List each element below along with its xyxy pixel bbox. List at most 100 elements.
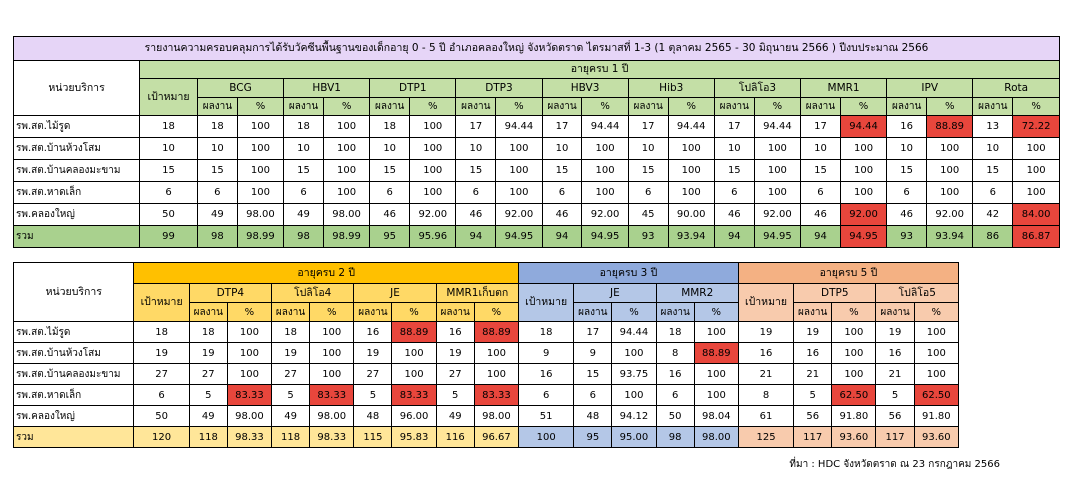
result-value: 6	[713, 181, 755, 204]
pct-value: 92.00	[926, 203, 974, 226]
result-value: 98	[283, 225, 324, 248]
pct-value: 98.00	[693, 426, 739, 448]
vaccine-header: HBV3	[541, 78, 629, 98]
result-value: 15	[800, 159, 841, 182]
table-row: รพ.คลองใหญ่ 50 49 98.00 49 98.00 48 96.00 49 98.0…	[12, 405, 960, 427]
vaccine-header: โปลิโอ5	[875, 283, 959, 303]
pct-value: 100	[753, 137, 802, 160]
pct-value: 100	[581, 181, 629, 204]
result-value: 49	[435, 405, 475, 427]
result-header: ผลงาน	[875, 302, 915, 322]
pct-value: 93.60	[831, 426, 877, 448]
pct-value-highlight: 62.50	[913, 384, 960, 406]
pct-value: 100	[309, 342, 355, 364]
table-age1: รายงานความครอบคลุมการได้รับวัคซีนพื้นฐาน…	[12, 36, 1060, 248]
result-value: 27	[353, 363, 393, 385]
pct-value: 94.44	[611, 321, 657, 343]
result-value: 19	[875, 321, 915, 343]
result-value: 6	[800, 181, 841, 204]
pct-value: 98.04	[693, 405, 739, 427]
result-value: 13	[972, 115, 1014, 138]
pct-value: 98.00	[236, 203, 285, 226]
result-value: 10	[369, 137, 411, 160]
result-header: ผลงาน	[188, 302, 228, 322]
pct-value: 100	[309, 321, 355, 343]
result-value: 15	[713, 159, 755, 182]
pct-value: 98.99	[322, 225, 371, 248]
pct-value-highlight: 83.33	[391, 384, 437, 406]
result-value: 93	[886, 225, 928, 248]
vaccine-header: DTP1	[369, 78, 457, 98]
result-value: 6	[627, 181, 669, 204]
result-value: 49	[271, 405, 311, 427]
vaccine-header: JE	[573, 283, 657, 303]
table-row: รพ.คลองใหญ่ 50 49 98.00 49 98.00 46 92.00 46 92.0…	[12, 203, 1060, 226]
result-value: 16	[353, 321, 393, 343]
result-value: 27	[435, 363, 475, 385]
result-value: 10	[713, 137, 755, 160]
vaccine-header: DTP5	[793, 283, 877, 303]
pct-value: 100	[693, 384, 739, 406]
pct-value: 100	[667, 159, 715, 182]
pct-header: %	[473, 302, 520, 322]
result-value: 17	[713, 115, 755, 138]
result-header: ผลงาน	[627, 97, 669, 116]
result-value: 18	[655, 321, 695, 343]
pct-value: 92.00	[581, 203, 629, 226]
pct-header: %	[226, 302, 273, 322]
target-value: 18	[518, 321, 575, 343]
pct-header: %	[667, 97, 715, 116]
vaccine-header: Hib3	[627, 78, 715, 98]
pct-value: 95.83	[391, 426, 437, 448]
result-value: 19	[353, 342, 393, 364]
result-value: 48	[353, 405, 393, 427]
pct-value: 100	[581, 137, 629, 160]
result-value: 17	[541, 115, 583, 138]
pct-value: 100	[322, 159, 371, 182]
result-value: 10	[541, 137, 583, 160]
unit-name: รพ.สต.ไม้รูด	[12, 321, 135, 343]
pct-value: 100	[753, 181, 802, 204]
result-value: 117	[875, 426, 915, 448]
target-value: 8	[737, 384, 795, 406]
unit-name: รพ.สต.บ้านคลองมะขาม	[12, 363, 135, 385]
pct-value: 100	[926, 181, 974, 204]
result-value: 16	[655, 363, 695, 385]
pct-value: 92.00	[409, 203, 457, 226]
pct-value: 100	[409, 115, 457, 138]
result-header: ผลงาน	[435, 302, 475, 322]
target-header: เป้าหมาย	[133, 283, 190, 322]
pct-value: 100	[322, 181, 371, 204]
pct-value: 100	[495, 181, 543, 204]
age-group-header: อายุครบ 2 ปี	[133, 262, 520, 284]
pct-value: 100	[693, 363, 739, 385]
result-value: 46	[455, 203, 497, 226]
pct-value: 100	[831, 363, 877, 385]
result-value: 5	[875, 384, 915, 406]
result-value: 45	[627, 203, 669, 226]
subheader-row: ผลงาน% ผลงาน% ผลงาน% ผลงาน% ผลงาน% ผลงาน% ผลงา…	[14, 302, 960, 322]
result-value: 10	[800, 137, 841, 160]
table-age2-5: หน่วยบริการ อายุครบ 2 ปี อายุครบ 3 ปี อายุค…	[12, 262, 960, 448]
result-value: 16	[435, 321, 475, 343]
result-value: 49	[188, 405, 228, 427]
pct-header: %	[236, 97, 285, 116]
result-header: ผลงาน	[713, 97, 755, 116]
pct-value-highlight: 72.22	[1012, 115, 1060, 138]
pct-value: 100	[236, 137, 285, 160]
result-value: 5	[435, 384, 475, 406]
pct-value-highlight: 88.89	[926, 115, 974, 138]
pct-value: 93.94	[926, 225, 974, 248]
result-value: 8	[655, 342, 695, 364]
result-header: ผลงาน	[972, 97, 1014, 116]
pct-value: 100	[913, 363, 960, 385]
result-value: 10	[196, 137, 238, 160]
result-value: 27	[271, 363, 311, 385]
report-title: รายงานความครอบคลุมการได้รับวัคซีนพื้นฐาน…	[13, 36, 1060, 61]
result-header: ผลงาน	[283, 97, 324, 116]
result-header: ผลงาน	[793, 302, 833, 322]
result-value: 19	[435, 342, 475, 364]
target-value: 16	[737, 342, 795, 364]
vaccine-header: โปลิโอ3	[713, 78, 802, 98]
target-value: 50	[139, 203, 198, 226]
